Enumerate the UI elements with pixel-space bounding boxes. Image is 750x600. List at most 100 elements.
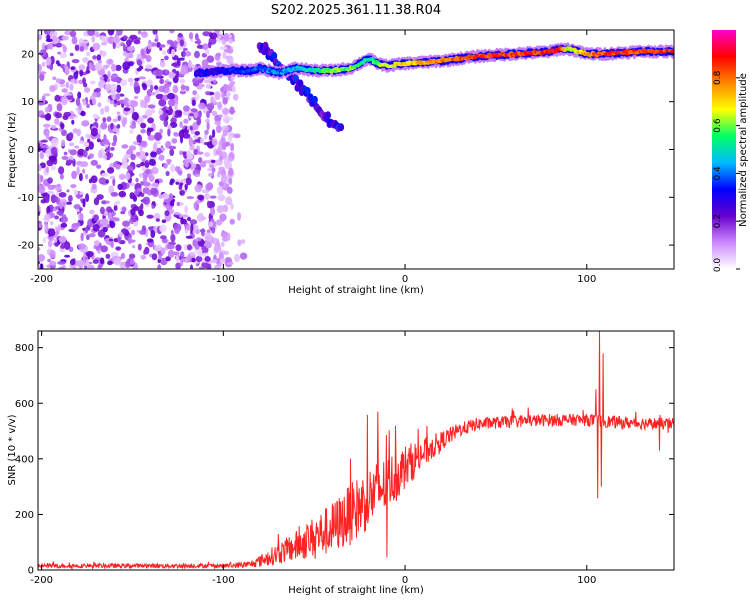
noise-blob (200, 137, 204, 144)
noise-blob (112, 128, 119, 133)
noise-blob (160, 235, 167, 240)
noise-blob (77, 91, 82, 99)
noise-blob (92, 55, 97, 60)
noise-blob (140, 161, 145, 167)
colorbar-scale (712, 30, 736, 269)
noise-blob (186, 244, 192, 251)
noise-blob (105, 200, 110, 204)
noise-blob (121, 144, 129, 149)
snr-series-line (38, 331, 674, 570)
noise-blob (134, 85, 141, 94)
noise-blob (158, 154, 165, 161)
noise-blob (129, 129, 134, 134)
noise-blob (113, 134, 118, 144)
noise-blob (38, 247, 41, 251)
noise-blob (206, 241, 212, 249)
noise-blob (133, 190, 140, 196)
noise-blob (190, 108, 198, 113)
noise-blob (172, 251, 180, 256)
noise-blob (75, 97, 81, 107)
noise-blob (41, 95, 46, 102)
noise-blob (220, 231, 229, 238)
noise-blob (211, 167, 216, 173)
noise-blob (38, 184, 46, 194)
noise-blob (139, 229, 147, 235)
noise-blob (135, 177, 139, 183)
snr-xtick-label: 100 (577, 575, 596, 586)
noise-blob (208, 135, 213, 141)
noise-blob (61, 35, 69, 41)
noise-blob (184, 182, 188, 191)
noise-blob (53, 238, 58, 244)
noise-blob (156, 244, 162, 249)
noise-blob (98, 125, 102, 135)
noise-blob (50, 221, 54, 226)
noise-blob (64, 241, 71, 250)
noise-blob (222, 129, 228, 137)
noise-blob (194, 112, 198, 119)
noise-blob (100, 50, 107, 57)
noise-blob (73, 204, 81, 210)
noise-blob (78, 140, 85, 144)
noise-blob (92, 113, 99, 119)
noise-blob (112, 177, 116, 187)
noise-blob (41, 61, 46, 67)
noise-blob (82, 99, 87, 106)
noise-blob (161, 193, 169, 200)
noise-blob (116, 124, 121, 129)
noise-blob (122, 220, 131, 227)
noise-blob (128, 253, 136, 259)
noise-blob (217, 194, 226, 202)
noise-blob (155, 93, 164, 100)
noise-blob (212, 220, 217, 228)
noise-blob (90, 159, 99, 166)
noise-blob (172, 85, 179, 94)
noise-blob (204, 256, 211, 262)
noise-blob (159, 78, 165, 85)
noise-blob (73, 70, 79, 80)
spectrogram-ylabel: Frequency (Hz) (7, 112, 18, 188)
noise-blob (115, 217, 120, 222)
noise-blob (59, 204, 63, 210)
noise-blob (132, 245, 136, 249)
noise-blob (43, 123, 51, 128)
snr-xtick-label: -200 (30, 575, 53, 586)
noise-blob (54, 215, 59, 220)
noise-blob (158, 109, 164, 116)
noise-blob (205, 183, 213, 191)
noise-blob (56, 103, 63, 112)
noise-blob (167, 125, 172, 130)
noise-blob (50, 124, 57, 129)
noise-blob (38, 173, 41, 179)
noise-blob (100, 121, 108, 130)
noise-blob (159, 44, 166, 48)
noise-blob (186, 152, 194, 160)
noise-blob (169, 200, 175, 207)
noise-blob (79, 191, 84, 195)
noise-blob (170, 233, 176, 243)
noise-blob (42, 237, 47, 243)
noise-blob (59, 173, 64, 180)
noise-blob (214, 120, 221, 126)
noise-blob (163, 162, 168, 169)
noise-blob (117, 236, 121, 244)
noise-blob (79, 207, 83, 212)
noise-blob (123, 116, 128, 125)
noise-blob (227, 232, 231, 241)
noise-blob (54, 112, 63, 119)
noise-blob (87, 138, 91, 143)
noise-blob (180, 85, 187, 90)
noise-blob (233, 133, 241, 139)
noise-blob (91, 183, 97, 190)
noise-blob (120, 252, 126, 260)
noise-blob (96, 164, 102, 169)
noise-blob (107, 260, 113, 266)
noise-blob (44, 113, 52, 121)
noise-blob (158, 85, 166, 93)
noise-blob (136, 59, 143, 66)
snr-xlabel: Height of straight line (km) (288, 585, 424, 596)
noise-blob (159, 47, 163, 51)
noise-blob (70, 184, 77, 189)
colorbar-label: Normalized spectral amplitude (738, 73, 749, 227)
